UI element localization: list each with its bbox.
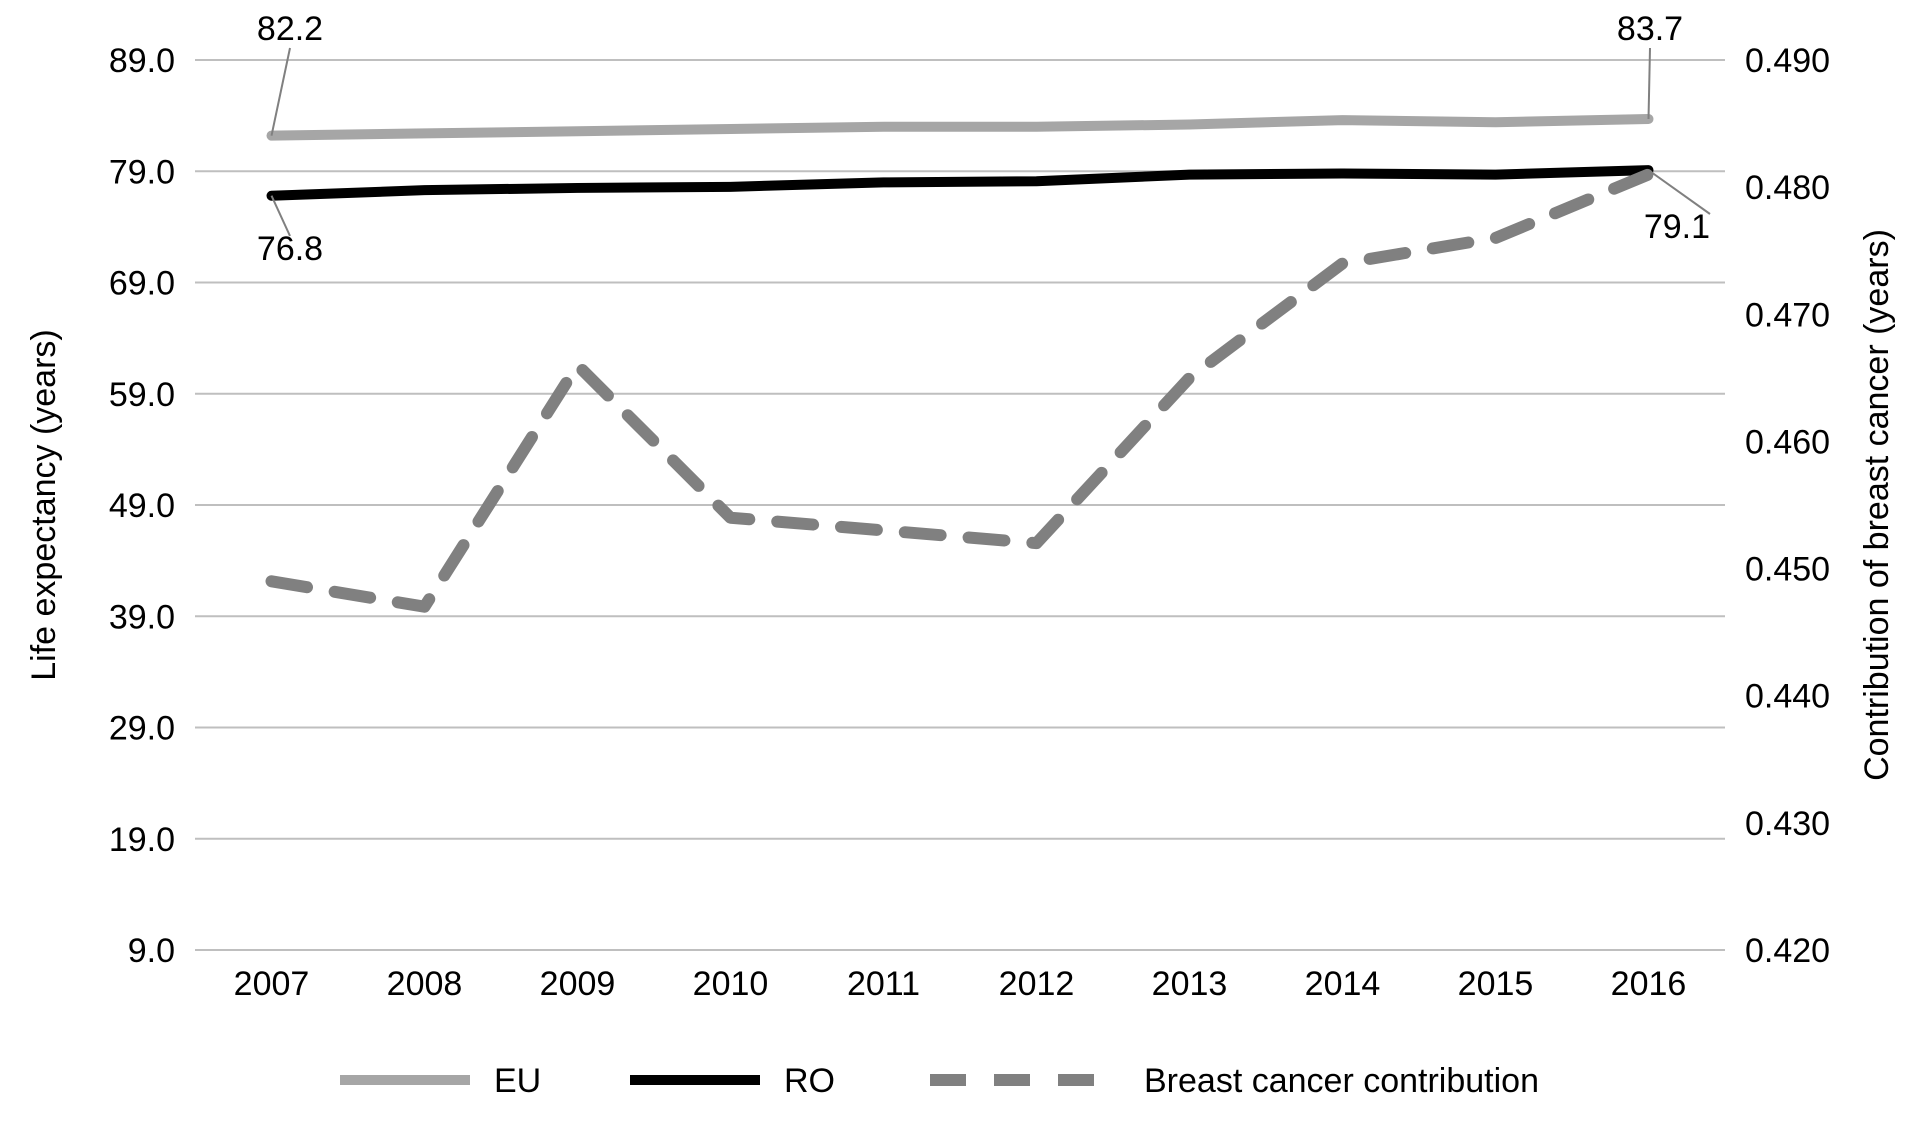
legend-label: RO — [784, 1062, 835, 1100]
y-right-tick-label: 0.440 — [1745, 678, 1830, 716]
x-tick-label: 2016 — [1611, 965, 1687, 1003]
x-tick-label: 2012 — [999, 965, 1075, 1003]
legend-label: Breast cancer contribution — [1144, 1062, 1539, 1100]
y-left-ticks: 9.0 19.0 29.0 39.0 49.0 59.0 69.0 79.0 89.0 — [109, 42, 175, 970]
x-tick-label: 2010 — [693, 965, 769, 1003]
y-right-tick-label: 0.470 — [1745, 296, 1830, 334]
y-left-tick-label: 49.0 — [109, 487, 175, 525]
x-tick-label: 2013 — [1152, 965, 1228, 1003]
x-tick-label: 2015 — [1458, 965, 1534, 1003]
x-tick-label: 2009 — [540, 965, 616, 1003]
y-left-tick-label: 59.0 — [109, 376, 175, 414]
y-right-tick-label: 0.420 — [1745, 932, 1830, 970]
y-left-axis-label: Life expectancy (years) — [25, 329, 63, 681]
x-tick-label: 2014 — [1305, 965, 1381, 1003]
callout-label: 82.2 — [257, 10, 323, 48]
callout-label: 79.1 — [1644, 208, 1710, 246]
y-left-tick-label: 19.0 — [109, 821, 175, 859]
y-left-tick-label: 89.0 — [109, 42, 175, 80]
y-left-tick-label: 39.0 — [109, 598, 175, 636]
y-left-tick-label: 69.0 — [109, 265, 175, 303]
life-expectancy-chart: 9.0 19.0 29.0 39.0 49.0 59.0 69.0 79.0 89.0 0.420… — [0, 0, 1913, 1133]
y-right-tick-label: 0.450 — [1745, 551, 1830, 589]
y-left-tick-label: 9.0 — [128, 932, 175, 970]
y-left-tick-label: 29.0 — [109, 710, 175, 748]
x-tick-label: 2008 — [387, 965, 463, 1003]
y-right-tick-label: 0.480 — [1745, 169, 1830, 207]
x-tick-label: 2007 — [234, 965, 310, 1003]
legend-label: EU — [494, 1062, 541, 1100]
y-right-tick-label: 0.460 — [1745, 423, 1830, 461]
callout-label: 76.8 — [257, 230, 323, 268]
y-right-tick-label: 0.490 — [1745, 42, 1830, 80]
y-right-tick-label: 0.430 — [1745, 805, 1830, 843]
y-left-tick-label: 79.0 — [109, 153, 175, 191]
callout-label: 83.7 — [1617, 10, 1683, 48]
y-right-axis-label: Contribution of breast cancer (years) — [1858, 229, 1896, 781]
chart-container: 9.0 19.0 29.0 39.0 49.0 59.0 69.0 79.0 89.0 0.420… — [0, 0, 1913, 1133]
x-tick-label: 2011 — [847, 965, 920, 1003]
